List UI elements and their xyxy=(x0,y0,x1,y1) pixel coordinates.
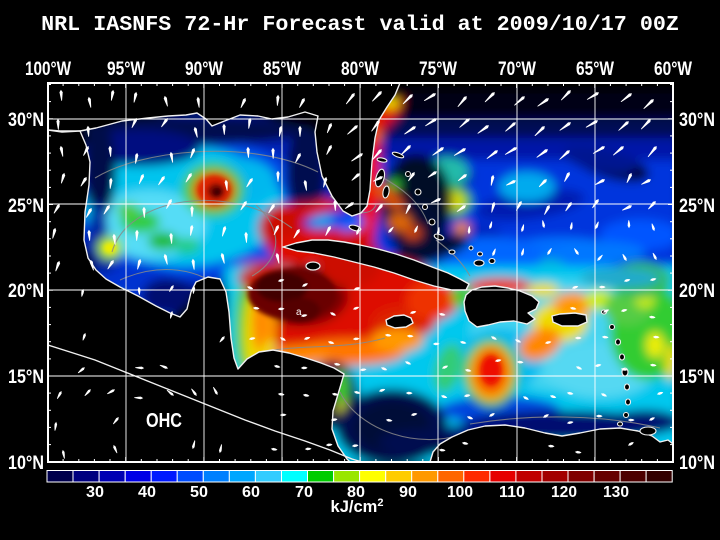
svg-text:a: a xyxy=(296,307,302,318)
svg-text:15°N: 15°N xyxy=(8,367,44,388)
svg-text:30°N: 30°N xyxy=(679,110,715,131)
svg-text:60: 60 xyxy=(242,484,260,501)
svg-text:70°W: 70°W xyxy=(498,59,536,80)
svg-text:50: 50 xyxy=(190,484,208,501)
svg-text:90°W: 90°W xyxy=(185,59,223,80)
svg-text:90: 90 xyxy=(399,484,417,501)
svg-text:20°N: 20°N xyxy=(8,281,44,302)
svg-text:20°N: 20°N xyxy=(679,281,715,302)
svg-text:10°N: 10°N xyxy=(679,453,715,474)
svg-text:85°W: 85°W xyxy=(263,59,301,80)
svg-text:100°W: 100°W xyxy=(25,59,71,80)
svg-text:95°W: 95°W xyxy=(107,59,145,80)
svg-text:110: 110 xyxy=(499,484,525,501)
svg-text:80°W: 80°W xyxy=(341,59,379,80)
svg-text:120: 120 xyxy=(551,484,577,501)
svg-text:75°W: 75°W xyxy=(419,59,457,80)
svg-text:60°W: 60°W xyxy=(654,59,692,80)
svg-text:130: 130 xyxy=(603,484,629,501)
svg-text:10°N: 10°N xyxy=(8,453,44,474)
svg-text:kJ/cm2: kJ/cm2 xyxy=(331,497,384,516)
svg-text:25°N: 25°N xyxy=(679,196,715,217)
svg-text:30: 30 xyxy=(86,484,104,501)
svg-text:30°N: 30°N xyxy=(8,110,44,131)
svg-text:70: 70 xyxy=(295,484,313,501)
svg-text:25°N: 25°N xyxy=(8,196,44,217)
svg-text:15°N: 15°N xyxy=(679,367,715,388)
svg-text:65°W: 65°W xyxy=(576,59,614,80)
svg-text:NRL IASNFS 72-Hr Forecast val: NRL IASNFS 72-Hr Forecast valid at 2009/… xyxy=(41,12,679,37)
svg-text:80: 80 xyxy=(347,484,365,501)
svg-text:100: 100 xyxy=(447,484,473,501)
svg-text:OHC: OHC xyxy=(146,410,182,432)
svg-text:40: 40 xyxy=(138,484,156,501)
